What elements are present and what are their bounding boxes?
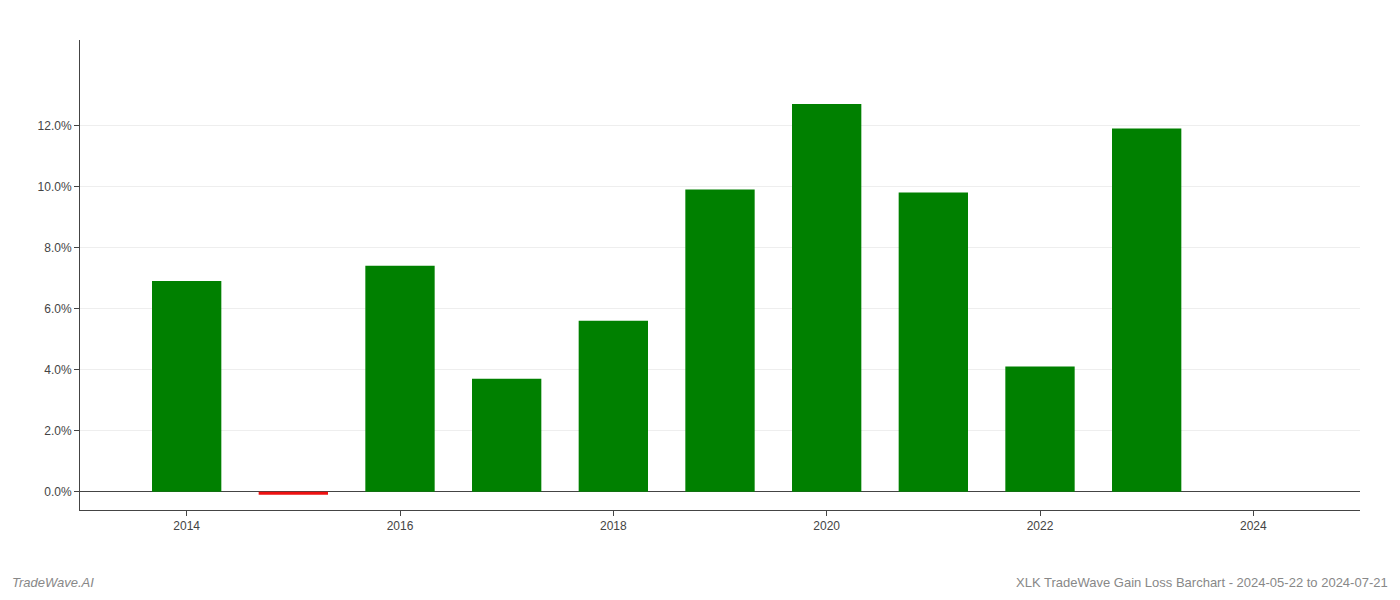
svg-text:2.0%: 2.0% [44,424,72,438]
svg-text:2016: 2016 [387,519,414,533]
svg-text:12.0%: 12.0% [38,119,72,133]
svg-text:TradeWave.AI: TradeWave.AI [12,575,94,590]
svg-text:2014: 2014 [173,519,200,533]
svg-text:2020: 2020 [813,519,840,533]
svg-text:8.0%: 8.0% [44,241,72,255]
svg-text:2024: 2024 [1240,519,1267,533]
svg-text:2022: 2022 [1027,519,1054,533]
svg-text:2018: 2018 [600,519,627,533]
svg-text:10.0%: 10.0% [38,180,72,194]
svg-text:6.0%: 6.0% [44,302,72,316]
svg-text:4.0%: 4.0% [44,363,72,377]
svg-text:0.0%: 0.0% [44,485,72,499]
svg-text:XLK TradeWave Gain Loss Barcha: XLK TradeWave Gain Loss Barchart - 2024-… [1016,575,1388,590]
